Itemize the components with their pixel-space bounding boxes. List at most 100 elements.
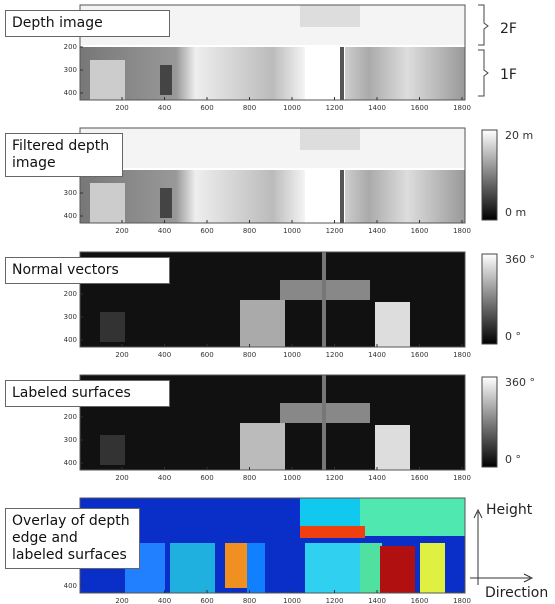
image-region [170, 543, 215, 593]
x-tick-label: 800 [243, 227, 256, 235]
x-tick-label: 600 [200, 104, 213, 112]
y-tick-label: 200 [64, 290, 77, 298]
y-tick-label: 400 [64, 89, 77, 97]
x-tick-label: 1000 [283, 474, 301, 482]
panel-label: Filtered depth image [5, 133, 123, 177]
x-tick-label: 1200 [326, 597, 344, 604]
image-region [340, 170, 344, 223]
image-region [360, 498, 465, 536]
y-tick-label: 300 [64, 313, 77, 321]
image-region [90, 183, 125, 223]
colorbar [481, 376, 498, 468]
colorbar-min-label: 0 ° [505, 453, 521, 466]
x-tick-label: 1200 [326, 351, 344, 359]
y-tick-label: 200 [64, 413, 77, 421]
x-tick-label: 400 [158, 474, 171, 482]
x-tick-label: 800 [243, 597, 256, 604]
x-tick-label: 1400 [368, 227, 386, 235]
x-tick-label: 200 [115, 474, 128, 482]
x-tick-label: 400 [158, 351, 171, 359]
x-tick-label: 1600 [411, 227, 429, 235]
image-region [322, 375, 326, 470]
y-tick-label: 300 [64, 189, 77, 197]
y-tick-label: 400 [64, 459, 77, 467]
arrow-head [473, 508, 483, 519]
panel-image-border [79, 374, 466, 471]
image-region [375, 302, 410, 347]
arrow-head [523, 573, 534, 583]
x-tick-label: 1200 [326, 104, 344, 112]
axis-label-horizontal: Direction [485, 585, 548, 601]
image-region [322, 252, 326, 347]
image-region [420, 543, 445, 593]
panel-image-border [79, 4, 466, 101]
image-region [90, 60, 125, 100]
x-tick-label: 200 [115, 597, 128, 604]
x-tick-label: 1200 [326, 227, 344, 235]
y-tick-label: 300 [64, 66, 77, 74]
x-tick-label: 1000 [283, 104, 301, 112]
x-tick-label: 1600 [411, 597, 429, 604]
x-tick-label: 1800 [453, 351, 471, 359]
colorbar-max-label: 20 m [505, 129, 533, 142]
x-tick-label: 1000 [283, 351, 301, 359]
colorbar-min-label: 0 ° [505, 330, 521, 343]
image-region [100, 312, 125, 342]
x-tick-label: 1600 [411, 351, 429, 359]
x-tick-label: 200 [115, 104, 128, 112]
x-tick-label: 1400 [368, 351, 386, 359]
x-tick-label: 1400 [368, 104, 386, 112]
x-tick-label: 1400 [368, 597, 386, 604]
image-region [80, 47, 465, 100]
x-tick-label: 600 [200, 227, 213, 235]
x-tick-label: 1000 [283, 227, 301, 235]
panel-label: Overlay of depth edge and labeled surfac… [5, 508, 140, 569]
x-tick-label: 1000 [283, 597, 301, 604]
x-tick-label: 1800 [453, 227, 471, 235]
image-region [375, 425, 410, 470]
x-tick-label: 800 [243, 351, 256, 359]
image-region [100, 435, 125, 465]
panel-image-border [79, 251, 466, 348]
x-tick-label: 1400 [368, 474, 386, 482]
colorbar [481, 129, 498, 221]
x-tick-label: 1600 [411, 474, 429, 482]
image-region [300, 526, 365, 538]
panel-label: Normal vectors [5, 257, 170, 284]
floor-label: 2F [500, 21, 517, 37]
colorbar-min-label: 0 m [505, 206, 526, 219]
image-region [300, 498, 360, 528]
x-tick-label: 600 [200, 474, 213, 482]
image-region [160, 65, 172, 95]
x-tick-label: 200 [115, 351, 128, 359]
x-tick-label: 600 [200, 351, 213, 359]
axis-label-vertical: Height [486, 502, 533, 518]
image-region [80, 170, 465, 223]
image-region [340, 47, 344, 100]
x-tick-label: 400 [158, 597, 171, 604]
image-region [300, 128, 360, 150]
image-region [305, 170, 345, 223]
x-tick-label: 400 [158, 227, 171, 235]
y-tick-label: 200 [64, 43, 77, 51]
image-region [80, 128, 465, 168]
image-region [240, 300, 285, 347]
image-region [360, 543, 382, 593]
y-tick-label: 300 [64, 436, 77, 444]
image-region [305, 47, 345, 100]
x-tick-label: 800 [243, 104, 256, 112]
x-tick-label: 200 [115, 227, 128, 235]
image-region [305, 543, 360, 593]
floor-bracket [478, 4, 489, 46]
image-region [225, 543, 247, 588]
floor-label: 1F [500, 67, 517, 83]
colorbar-max-label: 360 ° [505, 253, 535, 266]
x-tick-label: 400 [158, 104, 171, 112]
panel-label: Labeled surfaces [5, 380, 170, 407]
x-tick-label: 600 [200, 597, 213, 604]
x-tick-label: 800 [243, 474, 256, 482]
x-tick-label: 1200 [326, 474, 344, 482]
panel-label: Depth image [5, 10, 170, 37]
